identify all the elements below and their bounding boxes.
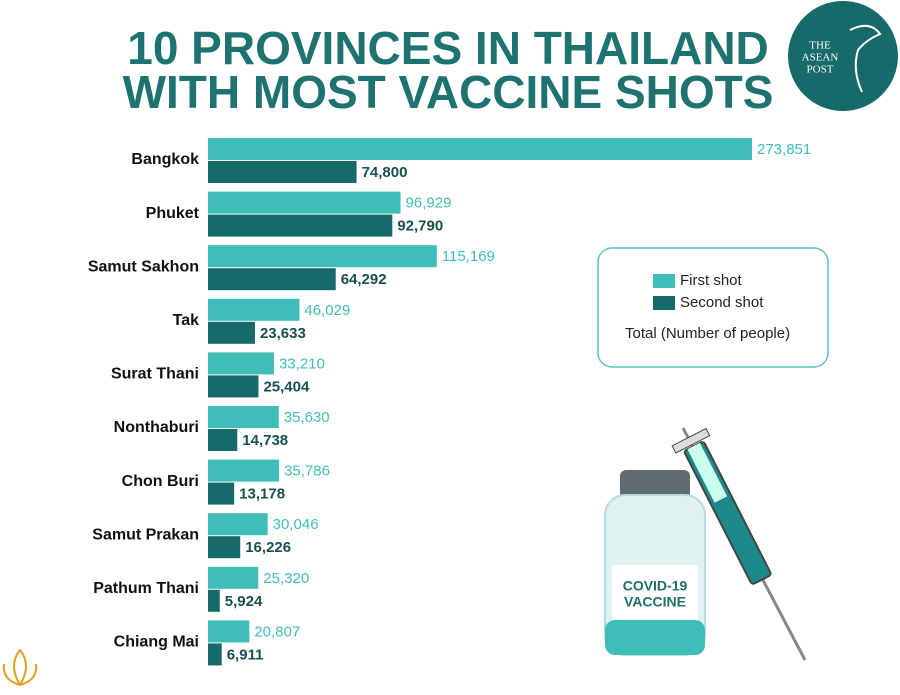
bar <box>208 589 220 612</box>
bar <box>208 245 437 268</box>
bar <box>208 214 393 237</box>
illustration-label: VACCINE <box>624 594 686 610</box>
category-label: Surat Thani <box>111 366 199 383</box>
value-label: 92,790 <box>397 218 443 235</box>
bar <box>208 429 238 451</box>
category-label: Bangkok <box>131 151 199 168</box>
bottle-liquid <box>605 620 705 655</box>
category-label: Chiang Mai <box>114 634 199 651</box>
value-label: 23,633 <box>260 325 306 342</box>
bottle-cap <box>620 470 690 500</box>
value-label: 14,738 <box>242 432 288 449</box>
bar <box>208 161 357 183</box>
chart-title: 10 PROVINCES IN THAILAND <box>127 22 769 74</box>
bar <box>208 268 336 291</box>
illustration-label: COVID-19 <box>623 578 688 594</box>
chart-title: WITH MOST VACCINE SHOTS <box>123 66 774 118</box>
logo-bird <box>849 24 882 93</box>
bar <box>208 191 401 214</box>
category-label: Pathum Thani <box>93 580 199 597</box>
value-label: 74,800 <box>362 164 408 181</box>
value-label: 5,924 <box>225 593 263 610</box>
value-label: 16,226 <box>245 539 291 556</box>
bar <box>208 513 268 536</box>
vaccine-illustration: COVID-19 VACCINE <box>604 427 807 661</box>
value-label: 35,630 <box>284 409 330 426</box>
value-label: 96,929 <box>406 195 452 212</box>
value-label: 13,178 <box>239 486 285 503</box>
logo-text: ASEAN <box>802 52 839 64</box>
bar <box>208 620 250 643</box>
value-label: 115,169 <box>442 248 495 265</box>
bar <box>208 138 752 160</box>
legend-note: Total (Number of people) <box>625 325 790 342</box>
bar <box>208 298 300 321</box>
value-label: 64,292 <box>341 271 387 288</box>
corner-icon <box>2 648 38 686</box>
bar <box>208 482 235 505</box>
legend-label: First shot <box>680 272 743 289</box>
value-label: 30,046 <box>273 516 319 533</box>
bar <box>208 406 279 428</box>
category-label: Nonthaburi <box>114 419 199 436</box>
bar <box>208 459 280 482</box>
bar <box>208 321 255 344</box>
logo-text: THE <box>809 40 831 52</box>
lotus-icon <box>2 648 38 686</box>
bar <box>208 566 259 589</box>
value-label: 46,029 <box>304 302 350 319</box>
category-label: Samut Prakan <box>92 526 199 543</box>
bar <box>208 375 259 398</box>
legend-swatch <box>653 274 675 288</box>
logo-text: POST <box>807 64 834 76</box>
syringe-flange <box>671 427 711 454</box>
category-label: Tak <box>173 312 199 329</box>
value-label: 33,210 <box>279 355 325 372</box>
category-label: Phuket <box>146 205 200 222</box>
logo: THE ASEAN POST <box>788 1 898 111</box>
legend-swatch <box>653 296 675 310</box>
value-label: 20,807 <box>254 623 300 640</box>
value-label: 35,786 <box>284 463 330 480</box>
category-label: Samut Sakhon <box>88 258 199 275</box>
bottle-label <box>612 565 698 620</box>
syringe-plunger <box>687 442 728 503</box>
value-label: 273,851 <box>757 141 811 158</box>
category-label: Chon Buri <box>122 473 199 490</box>
value-label: 25,404 <box>263 378 310 395</box>
value-label: 25,320 <box>263 570 309 587</box>
legend-label: Second shot <box>680 294 764 311</box>
bar <box>208 352 274 375</box>
value-label: 6,911 <box>227 646 264 663</box>
logo-circle <box>788 1 898 111</box>
bar <box>208 643 222 666</box>
bar <box>208 536 241 559</box>
